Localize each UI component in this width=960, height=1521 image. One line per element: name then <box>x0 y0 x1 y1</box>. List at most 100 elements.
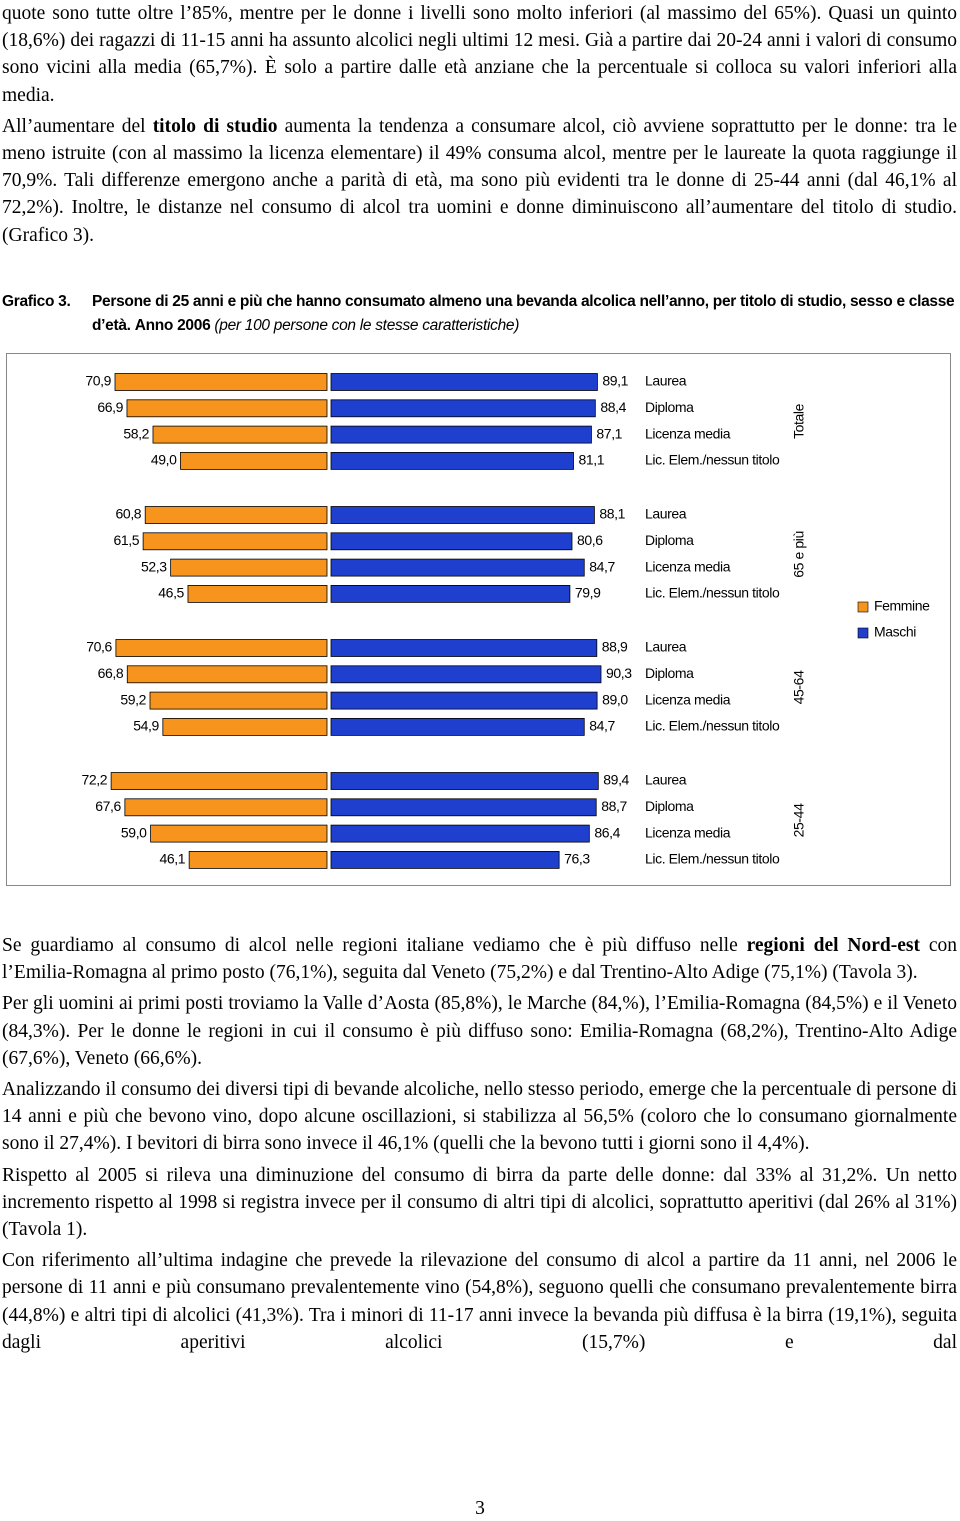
category-label: Lic. Elem./nessun titolo <box>645 452 780 468</box>
value-label: 58,2 <box>123 425 149 441</box>
value-label: 66,9 <box>97 399 123 415</box>
category-label: Laurea <box>645 772 687 788</box>
figure-year: Anno 2006 <box>134 317 211 334</box>
legend-swatch <box>857 601 869 613</box>
paragraph: Rispetto al 2005 si rileva una diminuzio… <box>2 1162 957 1244</box>
bar <box>330 584 571 603</box>
category-label: Licenza media <box>645 558 731 574</box>
category-label: Diploma <box>645 798 694 814</box>
category-label: Lic. Elem./nessun titolo <box>645 585 780 601</box>
category-label: Diploma <box>645 665 694 681</box>
category-label: Lic. Elem./nessun titolo <box>645 851 780 867</box>
figure-note: (per 100 persone con le stesse caratteri… <box>214 317 520 334</box>
bar <box>144 506 328 524</box>
bar <box>162 717 328 736</box>
value-label: 87,1 <box>596 425 622 441</box>
value-label: 59,0 <box>121 824 147 840</box>
bar <box>330 691 598 710</box>
value-label: 46,5 <box>158 585 184 601</box>
bar <box>330 452 574 470</box>
value-label: 89,0 <box>602 691 628 707</box>
value-label: 60,8 <box>116 506 142 522</box>
bar <box>330 558 585 577</box>
body-after: Se guardiamo al consumo di alcol nelle r… <box>2 932 957 1360</box>
paragraph: Con riferimento all’ultima indagine che … <box>2 1247 957 1356</box>
group-label: 25-44 <box>791 803 807 837</box>
bar <box>330 824 590 843</box>
bar <box>152 425 328 444</box>
legend-label: Femmine <box>874 598 930 614</box>
legend-label: Maschi <box>874 624 916 640</box>
paragraph: All’aumentare del titolo di studio aumen… <box>2 113 957 249</box>
category-label: Lic. Elem./nessun titolo <box>645 718 780 734</box>
bar <box>330 665 602 684</box>
bar <box>150 824 328 843</box>
figure-title: Persone di 25 anni e più che hanno consu… <box>92 293 955 334</box>
value-label: 80,6 <box>577 532 603 548</box>
bold-text: regioni del Nord-est <box>746 935 920 956</box>
bar <box>180 452 328 470</box>
group-label: Totale <box>791 403 807 439</box>
text: Se guardiamo al consumo di alcol nelle r… <box>2 935 747 956</box>
category-label: Laurea <box>645 639 687 655</box>
value-label: 84,7 <box>589 558 615 574</box>
figure-label: Grafico 3. <box>2 293 71 310</box>
bar <box>330 717 585 736</box>
bar <box>330 639 598 657</box>
paragraph: Se guardiamo al consumo di alcol nelle r… <box>2 932 957 986</box>
bar <box>110 772 328 790</box>
bar <box>330 798 597 817</box>
paragraph: quote sono tutte oltre l’85%, mentre per… <box>2 0 957 109</box>
value-label: 79,9 <box>575 585 601 601</box>
text: Analizzando il consumo dei diversi tipi … <box>2 1079 957 1155</box>
bar <box>330 772 599 790</box>
text: quote sono tutte oltre l’85%, mentre per… <box>2 3 957 106</box>
bar <box>330 425 592 444</box>
value-label: 84,7 <box>589 718 615 734</box>
bar <box>330 532 573 551</box>
value-label: 52,3 <box>141 558 167 574</box>
text: All’aumentare del <box>2 115 153 137</box>
text: aumenta la tendenza a consumare alcol, c… <box>2 115 958 246</box>
figure-title-block: Persone di 25 anni e più che hanno consu… <box>92 290 957 338</box>
category-label: Licenza media <box>645 425 731 441</box>
text: Con riferimento all’ultima indagine che … <box>2 1250 957 1353</box>
bar <box>126 399 328 418</box>
category-label: Diploma <box>645 532 694 548</box>
body-before: quote sono tutte oltre l’85%, mentre per… <box>2 0 957 253</box>
bar <box>330 399 596 418</box>
value-label: 70,9 <box>85 373 111 389</box>
bar <box>124 798 328 817</box>
category-label: Licenza media <box>645 691 731 707</box>
bar <box>187 584 328 603</box>
bold-text: titolo di studio <box>152 115 278 137</box>
paragraph: Per gli uomini ai primi posti troviamo l… <box>2 990 957 1072</box>
group-label: 65 e più <box>791 531 807 578</box>
bar <box>114 373 328 391</box>
value-label: 76,3 <box>564 851 590 867</box>
group-label: 45-64 <box>791 670 807 704</box>
value-label: 88,7 <box>601 798 627 814</box>
value-label: 88,9 <box>602 639 628 655</box>
value-label: 61,5 <box>113 532 139 548</box>
value-label: 72,2 <box>81 772 107 788</box>
paragraph: Analizzando il consumo dei diversi tipi … <box>2 1076 957 1158</box>
page-number: 3 <box>475 1498 485 1519</box>
bar <box>330 373 598 391</box>
value-label: 90,3 <box>606 665 632 681</box>
value-label: 89,1 <box>602 373 628 389</box>
bar <box>170 558 328 577</box>
value-label: 46,1 <box>160 851 186 867</box>
value-label: 88,1 <box>599 506 625 522</box>
value-label: 86,4 <box>594 824 620 840</box>
value-label: 70,6 <box>86 639 112 655</box>
value-label: 67,6 <box>95 798 121 814</box>
legend-swatch <box>857 627 869 639</box>
text: con l’Emilia-Romagna al primo posto (76,… <box>2 935 957 984</box>
bar <box>188 850 328 869</box>
value-label: 59,2 <box>120 691 146 707</box>
text: Rispetto al 2005 si rileva una diminuzio… <box>2 1164 957 1241</box>
category-label: Laurea <box>645 373 687 389</box>
category-label: Diploma <box>645 399 694 415</box>
